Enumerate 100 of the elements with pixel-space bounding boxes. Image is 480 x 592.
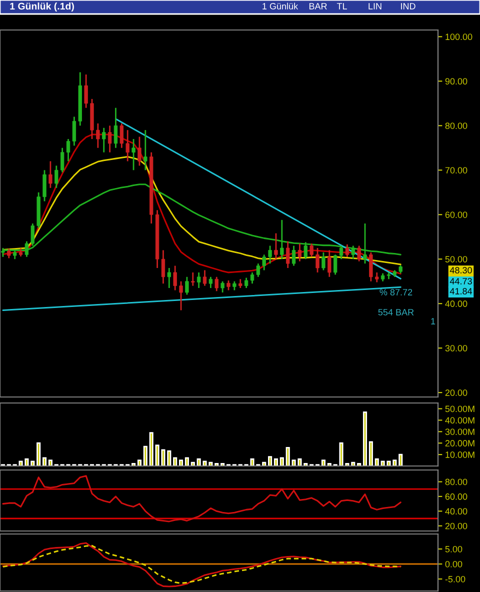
y-tick-label: 5.00 xyxy=(445,546,462,552)
candlestick xyxy=(54,164,58,189)
bar xyxy=(304,463,308,466)
bar xyxy=(357,463,362,466)
bar xyxy=(42,457,47,466)
bar xyxy=(362,411,368,466)
candlestick xyxy=(179,280,183,311)
bar xyxy=(321,460,326,466)
candlestick xyxy=(202,270,207,286)
bar xyxy=(374,458,379,466)
candlestick xyxy=(7,248,11,259)
candlestick xyxy=(126,129,130,162)
bar xyxy=(268,456,272,466)
y-tick-label: 50.00 xyxy=(445,256,468,262)
candlestick xyxy=(226,280,230,291)
bar xyxy=(220,463,225,466)
bar xyxy=(30,460,35,466)
candlestick xyxy=(298,242,302,262)
candlestick xyxy=(132,138,136,171)
text: 1 Günlük xyxy=(262,2,298,10)
chart-title: 1 Günlük (.1d) xyxy=(10,2,74,12)
candlestick xyxy=(138,136,142,166)
candlestick xyxy=(256,262,260,278)
bar xyxy=(143,446,148,466)
candlestick xyxy=(161,250,166,284)
bar xyxy=(173,457,178,466)
candlestick xyxy=(42,169,46,202)
y-tick-label: 30.00 xyxy=(445,345,468,352)
bar xyxy=(178,460,184,466)
candlestick xyxy=(108,124,112,154)
y-tick-label: 20.00M xyxy=(445,440,474,446)
candlestick xyxy=(262,254,266,271)
bar xyxy=(137,460,142,466)
text: 48.30 xyxy=(450,267,472,274)
y-tick-label: 60.00 xyxy=(445,493,468,500)
candlestick xyxy=(96,122,100,149)
candlestick xyxy=(322,252,326,271)
annotation: % 87.72 xyxy=(380,289,412,296)
bar xyxy=(184,457,189,466)
candlestick xyxy=(173,265,177,291)
y-tick-label: -5.00 xyxy=(445,576,466,582)
candlestick xyxy=(268,245,272,264)
y-tick-label: 80.00 xyxy=(445,478,468,486)
candlestick xyxy=(369,252,373,282)
bar xyxy=(327,463,332,466)
bar xyxy=(167,450,172,466)
candlestick xyxy=(66,138,70,162)
y-tick-label: 70.00 xyxy=(445,167,468,174)
y-tick-label: 10.00M xyxy=(446,452,474,458)
bar xyxy=(286,446,290,466)
y-tick-label: 60.00 xyxy=(445,212,468,218)
candlestick xyxy=(310,242,314,258)
candlestick xyxy=(250,272,254,284)
bar xyxy=(132,463,136,466)
candlestick xyxy=(185,276,189,296)
annotation: 554 BAR xyxy=(378,309,414,316)
candlestick xyxy=(214,276,218,292)
bar xyxy=(190,462,195,466)
candlestick xyxy=(48,160,52,189)
bar xyxy=(36,442,41,466)
candlestick xyxy=(375,272,379,283)
candlestick xyxy=(84,74,88,109)
text: 44.73 xyxy=(450,278,472,284)
y-tick-label: 80.00 xyxy=(445,122,468,129)
candlestick xyxy=(357,245,361,262)
y-tick-label: 30.00M xyxy=(445,428,474,435)
candlestick xyxy=(286,240,290,269)
text: TL xyxy=(336,3,347,10)
text: IND xyxy=(401,3,416,10)
text: 1 xyxy=(431,318,436,324)
candlestick xyxy=(333,254,338,276)
candlestick xyxy=(114,107,118,149)
bar xyxy=(351,462,356,466)
candlestick xyxy=(102,127,106,154)
y-tick-label: 100.00 xyxy=(446,34,472,40)
text: BAR xyxy=(309,3,327,10)
candlestick xyxy=(72,116,76,146)
y-tick-label: 40.00M xyxy=(445,417,474,424)
bar xyxy=(368,441,373,466)
candlestick xyxy=(220,280,224,294)
candlestick xyxy=(144,129,148,171)
bar xyxy=(214,463,219,466)
y-tick-label: 50.00M xyxy=(445,406,474,412)
line-series xyxy=(2,475,402,522)
bar xyxy=(398,454,403,466)
candlestick xyxy=(167,267,171,289)
y-tick-label: 0.00 xyxy=(445,560,462,568)
y-tick-label: 20.00 xyxy=(445,390,468,396)
candlestick xyxy=(60,147,64,174)
bar xyxy=(274,458,278,466)
text: 41.84 xyxy=(450,288,472,294)
candlestick xyxy=(274,232,278,260)
candlestick xyxy=(196,272,201,289)
y-tick-label: 40.00 xyxy=(445,508,468,515)
candlestick xyxy=(316,247,320,274)
candlestick xyxy=(328,250,332,278)
candlestick xyxy=(292,245,296,266)
y-tick-label: 90.00 xyxy=(445,78,468,85)
candlestick xyxy=(120,122,124,149)
bar xyxy=(280,457,284,466)
